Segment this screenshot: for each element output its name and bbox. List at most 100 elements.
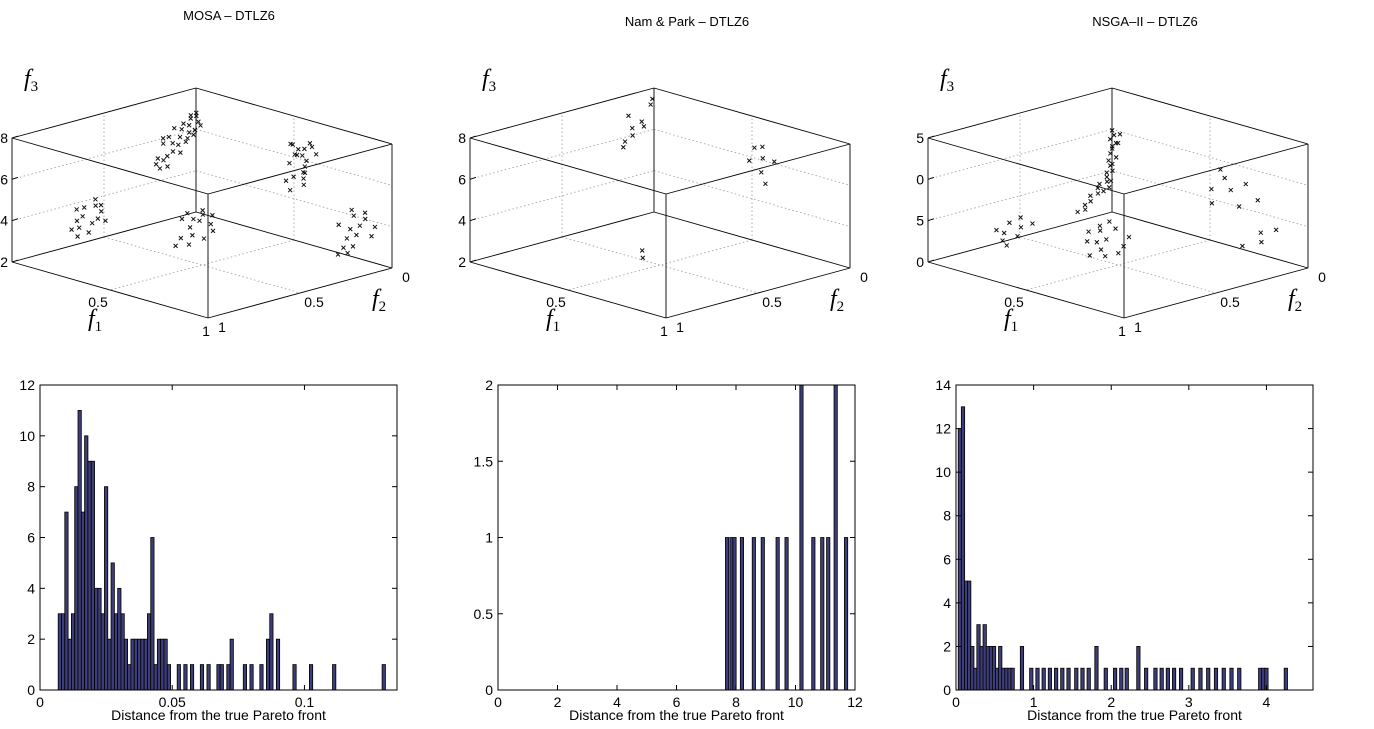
data-point — [185, 135, 190, 141]
f2-tick-label: 0 — [860, 269, 868, 285]
box-edge — [927, 261, 1125, 319]
data-point — [994, 227, 999, 233]
data-point — [210, 228, 216, 234]
histogram-bar — [844, 537, 849, 691]
data-point — [763, 181, 768, 187]
f1-axis-label: f1 — [546, 306, 560, 335]
data-point — [161, 157, 166, 163]
f2-tick-label: 0.5 — [762, 294, 782, 310]
histogram-bar — [833, 384, 838, 691]
data-point — [760, 155, 766, 161]
histogram-bar — [74, 486, 79, 691]
data-point — [299, 153, 305, 158]
f1-tick-label: 1 — [1118, 323, 1126, 339]
f2-tick-label: 1 — [218, 319, 226, 335]
y-tick-label: 1 — [485, 530, 493, 546]
box-edge — [195, 87, 393, 145]
data-point — [287, 187, 293, 193]
histogram-bar — [811, 537, 816, 691]
data-point — [190, 232, 195, 238]
data-point — [1209, 186, 1214, 192]
data-point — [758, 169, 764, 175]
histogram-bar — [1047, 667, 1052, 691]
z-tick — [927, 135, 935, 139]
histogram-bar — [1221, 667, 1226, 691]
data-point — [335, 252, 341, 257]
histogram-bar — [229, 638, 234, 691]
data-point — [157, 166, 163, 171]
data-point — [1273, 227, 1279, 233]
z-tick — [469, 259, 477, 263]
data-point — [369, 233, 374, 239]
histogram-bar — [799, 384, 804, 691]
data-point — [302, 164, 308, 169]
y-tick-label: 10 — [935, 464, 951, 480]
data-point — [1103, 237, 1109, 242]
box-edge — [11, 87, 197, 139]
data-point — [341, 245, 346, 251]
x-tick-label: 2 — [554, 694, 562, 710]
z-tick-label: 14 — [458, 213, 466, 229]
data-point — [1001, 230, 1007, 236]
data-point — [1088, 193, 1093, 199]
x-tick-label: 0.05 — [159, 694, 186, 710]
y-tick-label: 8 — [943, 508, 951, 524]
data-point — [1000, 238, 1005, 243]
data-point — [629, 125, 635, 131]
scatter-axes — [927, 87, 1309, 319]
f1-tick-label: 0.5 — [1004, 294, 1024, 310]
box-edge — [469, 211, 655, 263]
histogram-bar — [1019, 646, 1025, 691]
box-edge — [927, 87, 1113, 139]
histogram-bar — [266, 638, 271, 691]
box-edge — [653, 87, 851, 145]
f1-axis-label: f1 — [1004, 306, 1018, 335]
data-point — [1018, 215, 1023, 220]
data-point — [86, 230, 92, 235]
y-tick-label: 12 — [935, 421, 951, 437]
histogram-bar — [1086, 667, 1091, 691]
histogram-bar — [57, 613, 62, 691]
data-point — [347, 226, 353, 232]
histogram-bar — [1283, 667, 1288, 691]
histogram-bar — [1213, 667, 1219, 691]
data-point — [1218, 167, 1223, 172]
z-tick-label: 16 — [458, 171, 466, 187]
data-point — [771, 159, 777, 164]
data-point — [1107, 163, 1113, 168]
data-point — [186, 242, 192, 247]
data-point — [650, 96, 655, 102]
box-edge — [1123, 267, 1309, 319]
data-point — [179, 126, 185, 132]
histogram-bar — [143, 638, 148, 691]
data-point — [1094, 239, 1100, 245]
data-point — [194, 113, 199, 119]
z-tick — [927, 176, 935, 180]
histogram-bar — [110, 562, 115, 691]
data-point — [1018, 224, 1024, 230]
grid-lines — [11, 113, 393, 294]
box-edge — [1111, 211, 1309, 269]
data-point — [648, 102, 654, 107]
z-tick-label: 8 — [0, 130, 8, 146]
data-point — [1082, 202, 1088, 208]
histogram-bar — [67, 638, 72, 691]
plot-frame — [955, 384, 1314, 691]
histogram-bar — [1029, 667, 1034, 691]
box-edge — [665, 143, 851, 195]
data-point — [1209, 200, 1215, 206]
data-point — [74, 218, 80, 224]
histogram-bar — [1136, 646, 1141, 691]
data-point — [1109, 146, 1115, 151]
histogram-bars — [725, 384, 849, 691]
histogram-bar — [1054, 667, 1059, 691]
f2-tick-label: 0.5 — [304, 294, 324, 310]
box-edge — [1123, 143, 1309, 195]
y-tick-label: 2 — [27, 631, 35, 647]
histogram-bar — [292, 664, 297, 691]
data-point — [1084, 239, 1090, 244]
y-tick-label: 0.5 — [474, 606, 494, 622]
histogram-bar — [1206, 667, 1211, 691]
data-point — [301, 182, 307, 188]
